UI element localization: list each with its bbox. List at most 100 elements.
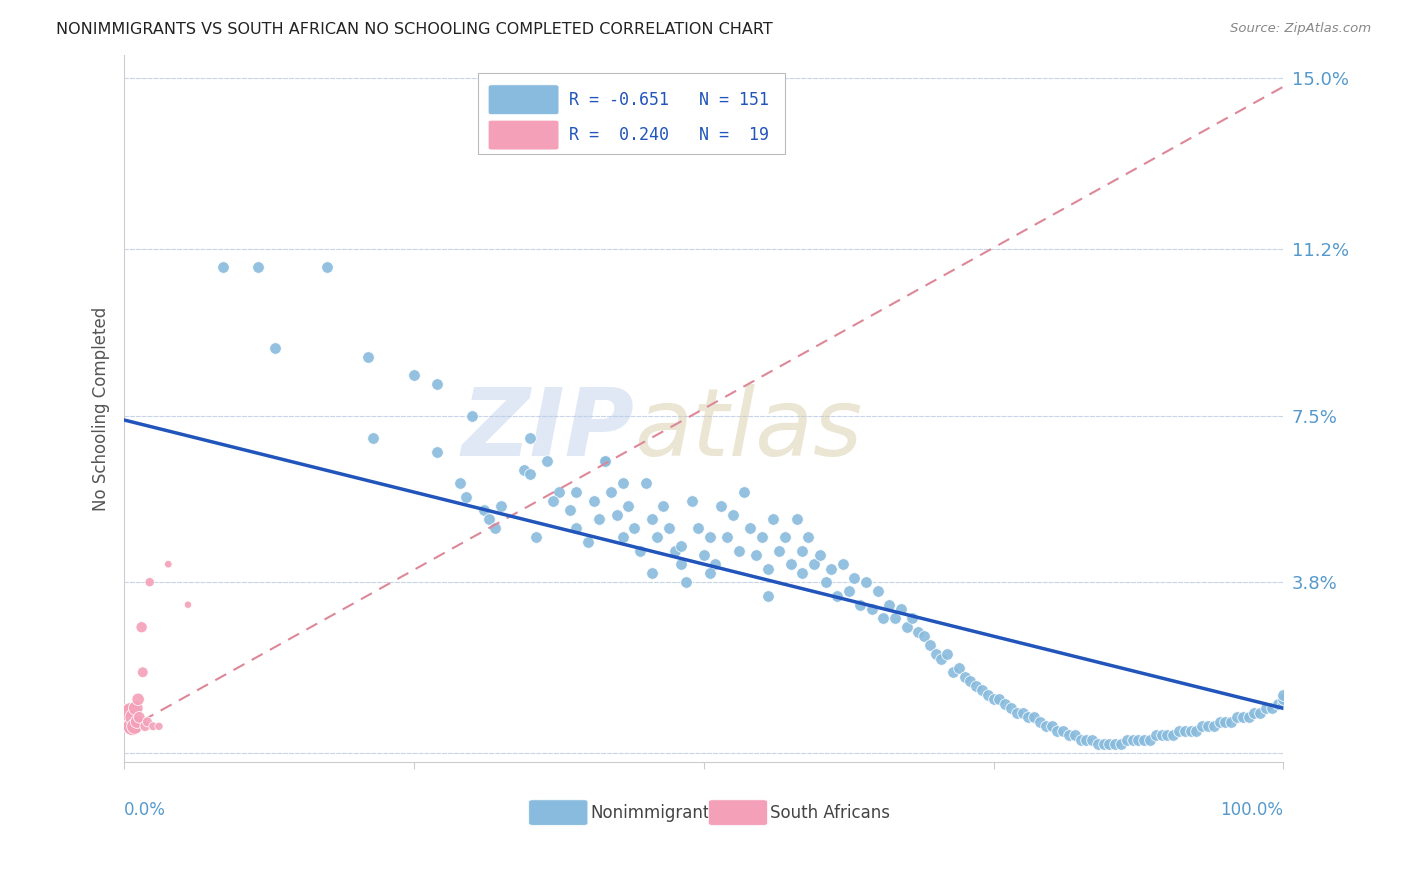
Point bbox=[1226, 710, 1249, 724]
Point bbox=[121, 719, 143, 733]
Point bbox=[128, 710, 150, 724]
Point bbox=[1063, 728, 1085, 742]
Point bbox=[727, 543, 749, 558]
Point bbox=[866, 584, 889, 599]
Point bbox=[931, 652, 953, 666]
Point bbox=[634, 476, 657, 491]
Text: Source: ZipAtlas.com: Source: ZipAtlas.com bbox=[1230, 22, 1371, 36]
Point bbox=[896, 620, 918, 634]
Text: ZIP: ZIP bbox=[461, 384, 634, 476]
Point bbox=[710, 499, 733, 513]
Point bbox=[855, 575, 877, 590]
Point bbox=[1272, 697, 1295, 711]
Point bbox=[686, 521, 709, 535]
Point bbox=[1040, 719, 1063, 733]
Point bbox=[177, 598, 200, 612]
Point bbox=[131, 620, 153, 634]
Point bbox=[977, 688, 1000, 702]
Point bbox=[1098, 737, 1121, 751]
Point bbox=[148, 719, 170, 733]
Point bbox=[426, 376, 449, 391]
Point bbox=[669, 557, 692, 571]
Point bbox=[675, 575, 697, 590]
Point bbox=[136, 714, 159, 729]
Point bbox=[484, 521, 506, 535]
Point bbox=[669, 539, 692, 553]
Point bbox=[907, 624, 929, 639]
Point bbox=[628, 543, 651, 558]
Point bbox=[606, 508, 628, 522]
Y-axis label: No Schooling Completed: No Schooling Completed bbox=[93, 307, 110, 511]
Point bbox=[756, 589, 779, 603]
Point bbox=[1057, 728, 1080, 742]
Point bbox=[652, 499, 675, 513]
Point bbox=[751, 530, 773, 544]
Point bbox=[792, 543, 814, 558]
Point bbox=[1070, 732, 1092, 747]
Point bbox=[588, 512, 610, 526]
Point bbox=[814, 575, 837, 590]
Point bbox=[658, 521, 681, 535]
Point bbox=[1024, 710, 1046, 724]
Point bbox=[640, 512, 662, 526]
Point bbox=[1249, 706, 1271, 720]
Point bbox=[536, 453, 558, 467]
Point bbox=[884, 611, 907, 625]
Point bbox=[733, 485, 755, 500]
Point bbox=[872, 611, 894, 625]
Point bbox=[363, 431, 385, 445]
Point bbox=[316, 260, 339, 274]
Point bbox=[489, 499, 512, 513]
Point bbox=[942, 665, 965, 680]
Point bbox=[132, 665, 155, 680]
Point bbox=[792, 566, 814, 581]
Text: 0.0%: 0.0% bbox=[124, 801, 166, 819]
Point bbox=[640, 566, 662, 581]
FancyBboxPatch shape bbox=[478, 73, 785, 154]
Point bbox=[716, 530, 738, 544]
Point bbox=[582, 494, 605, 508]
Point bbox=[1243, 706, 1265, 720]
Point bbox=[524, 530, 547, 544]
Point bbox=[756, 562, 779, 576]
Point bbox=[138, 575, 160, 590]
Point bbox=[402, 368, 425, 382]
Point bbox=[478, 512, 501, 526]
Point bbox=[721, 508, 744, 522]
Point bbox=[623, 521, 645, 535]
FancyBboxPatch shape bbox=[709, 800, 768, 825]
Point bbox=[1122, 732, 1144, 747]
Point bbox=[860, 602, 883, 616]
Point bbox=[803, 557, 825, 571]
Point bbox=[134, 719, 156, 733]
Point bbox=[681, 494, 703, 508]
Point bbox=[704, 557, 727, 571]
Point bbox=[745, 548, 768, 562]
Point bbox=[838, 584, 860, 599]
Point bbox=[1052, 723, 1074, 738]
Point bbox=[849, 598, 872, 612]
Point bbox=[519, 467, 541, 481]
Point bbox=[1168, 723, 1191, 738]
Text: NONIMMIGRANTS VS SOUTH AFRICAN NO SCHOOLING COMPLETED CORRELATION CHART: NONIMMIGRANTS VS SOUTH AFRICAN NO SCHOOL… bbox=[56, 22, 773, 37]
Point bbox=[664, 543, 686, 558]
Point bbox=[988, 692, 1011, 706]
Point bbox=[936, 647, 959, 661]
Point bbox=[356, 350, 378, 364]
Point bbox=[1150, 728, 1173, 742]
Point bbox=[600, 485, 623, 500]
Point bbox=[461, 409, 484, 423]
Point bbox=[456, 490, 478, 504]
Point bbox=[959, 674, 981, 689]
Point bbox=[983, 692, 1005, 706]
Point bbox=[699, 566, 721, 581]
Point bbox=[1144, 728, 1167, 742]
Point bbox=[117, 710, 139, 724]
Point bbox=[612, 530, 634, 544]
Point bbox=[1202, 719, 1225, 733]
FancyBboxPatch shape bbox=[529, 800, 588, 825]
Point bbox=[1092, 737, 1115, 751]
Point bbox=[825, 589, 848, 603]
Text: R =  0.240   N =  19: R = 0.240 N = 19 bbox=[569, 126, 769, 144]
Point bbox=[779, 557, 801, 571]
